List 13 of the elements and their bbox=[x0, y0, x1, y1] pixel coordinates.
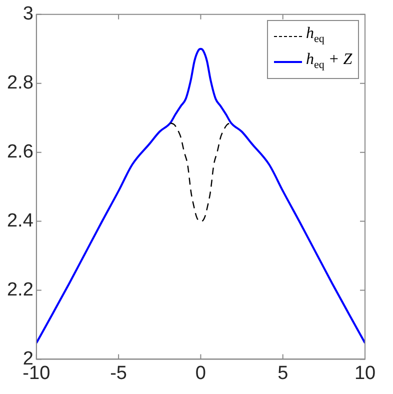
y-tick-label: 3 bbox=[22, 4, 34, 25]
legend-label: h$_{eq}$ bbox=[306, 24, 324, 48]
line-series bbox=[170, 122, 232, 222]
legend-label: h$_{eq}$ + Z bbox=[306, 50, 352, 73]
y-tick-label: 2.8 bbox=[6, 72, 34, 94]
x-tick-label: 5 bbox=[278, 362, 288, 384]
y-tick-label: 2.4 bbox=[6, 210, 34, 232]
y-tick-label: 2.6 bbox=[6, 142, 34, 163]
line-series bbox=[36, 48, 365, 344]
y-tick-label: 2.2 bbox=[6, 279, 34, 300]
x-tick-label: 0 bbox=[195, 362, 206, 384]
x-tick-label: -5 bbox=[110, 362, 128, 384]
x-tick-label: 10 bbox=[354, 362, 376, 384]
